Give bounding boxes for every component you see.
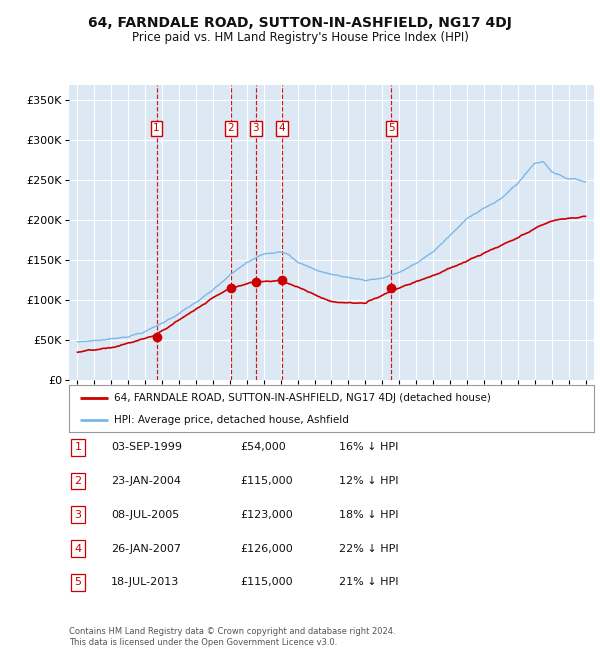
Text: 22% ↓ HPI: 22% ↓ HPI bbox=[339, 543, 398, 554]
Text: 3: 3 bbox=[74, 510, 82, 520]
Text: 1: 1 bbox=[153, 124, 160, 133]
Text: 16% ↓ HPI: 16% ↓ HPI bbox=[339, 442, 398, 452]
Text: 5: 5 bbox=[388, 124, 395, 133]
Text: 21% ↓ HPI: 21% ↓ HPI bbox=[339, 577, 398, 588]
Text: £126,000: £126,000 bbox=[240, 543, 293, 554]
Text: 18-JUL-2013: 18-JUL-2013 bbox=[111, 577, 179, 588]
Text: £54,000: £54,000 bbox=[240, 442, 286, 452]
Text: 26-JAN-2007: 26-JAN-2007 bbox=[111, 543, 181, 554]
Text: £115,000: £115,000 bbox=[240, 577, 293, 588]
Text: Price paid vs. HM Land Registry's House Price Index (HPI): Price paid vs. HM Land Registry's House … bbox=[131, 31, 469, 44]
Text: 23-JAN-2004: 23-JAN-2004 bbox=[111, 476, 181, 486]
Text: £115,000: £115,000 bbox=[240, 476, 293, 486]
Text: HPI: Average price, detached house, Ashfield: HPI: Average price, detached house, Ashf… bbox=[113, 415, 349, 424]
Text: 12% ↓ HPI: 12% ↓ HPI bbox=[339, 476, 398, 486]
Text: 4: 4 bbox=[278, 124, 285, 133]
Text: 03-SEP-1999: 03-SEP-1999 bbox=[111, 442, 182, 452]
Text: 4: 4 bbox=[74, 543, 82, 554]
Text: 18% ↓ HPI: 18% ↓ HPI bbox=[339, 510, 398, 520]
Text: £123,000: £123,000 bbox=[240, 510, 293, 520]
Text: 64, FARNDALE ROAD, SUTTON-IN-ASHFIELD, NG17 4DJ (detached house): 64, FARNDALE ROAD, SUTTON-IN-ASHFIELD, N… bbox=[113, 393, 491, 403]
Text: 08-JUL-2005: 08-JUL-2005 bbox=[111, 510, 179, 520]
Text: Contains HM Land Registry data © Crown copyright and database right 2024.
This d: Contains HM Land Registry data © Crown c… bbox=[69, 627, 395, 647]
Text: 5: 5 bbox=[74, 577, 82, 588]
Text: 3: 3 bbox=[253, 124, 259, 133]
Text: 64, FARNDALE ROAD, SUTTON-IN-ASHFIELD, NG17 4DJ: 64, FARNDALE ROAD, SUTTON-IN-ASHFIELD, N… bbox=[88, 16, 512, 31]
Text: 2: 2 bbox=[74, 476, 82, 486]
Text: 2: 2 bbox=[227, 124, 234, 133]
Text: 1: 1 bbox=[74, 442, 82, 452]
